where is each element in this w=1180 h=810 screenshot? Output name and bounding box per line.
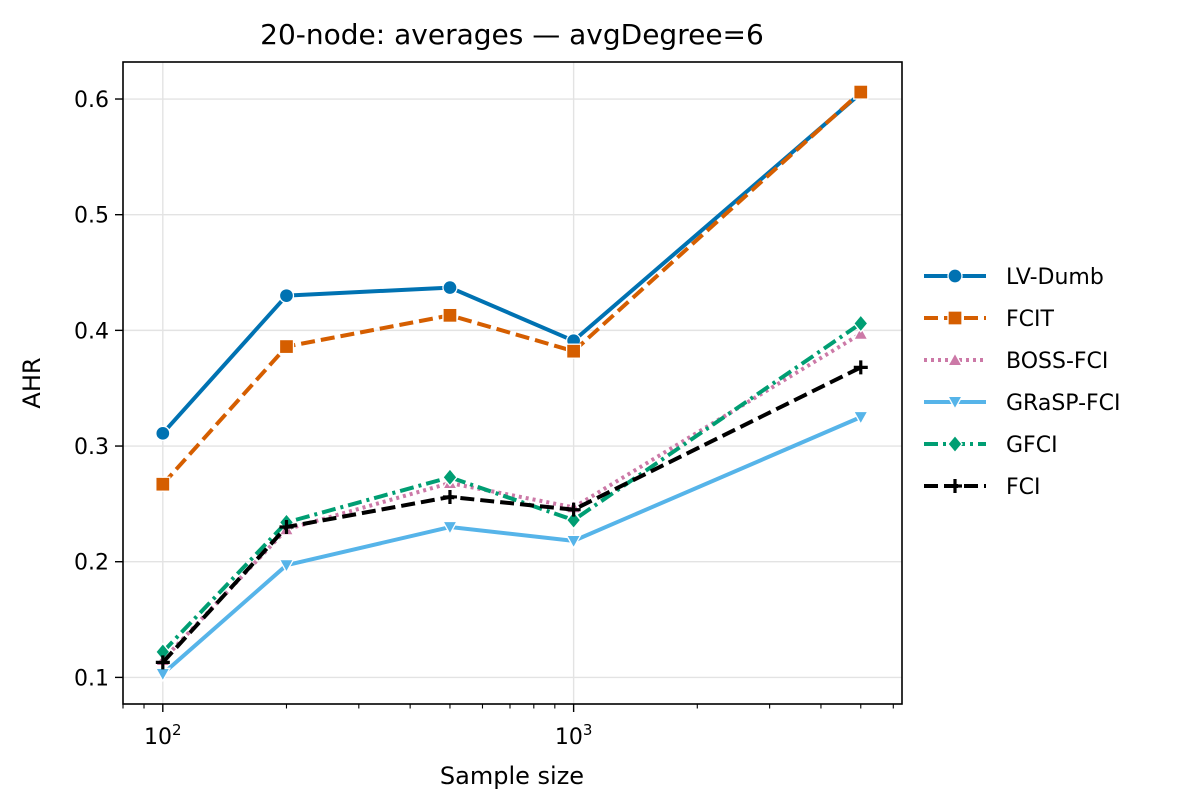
data-point — [853, 360, 868, 375]
data-point — [278, 288, 295, 304]
legend-label: FCI — [1006, 475, 1041, 500]
data-point — [155, 476, 171, 492]
y-tick-label: 0.2 — [74, 551, 109, 576]
data-point — [278, 338, 295, 355]
series-fcit — [155, 84, 869, 492]
plot-frame — [122, 61, 903, 705]
legend-label: FCIT — [1006, 307, 1055, 332]
x-axis-label: Sample size — [440, 762, 584, 790]
series-fci — [155, 360, 868, 670]
data-point — [565, 534, 582, 550]
legend-item: BOSS-FCI — [924, 349, 1108, 374]
chart-title: 20-node: averages — avgDegree=6 — [260, 18, 764, 51]
legend-label: LV-Dumb — [1006, 265, 1104, 290]
data-point — [565, 343, 582, 359]
data-point — [852, 325, 869, 341]
data-point — [442, 467, 458, 487]
legend-item: LV-Dumb — [924, 265, 1104, 290]
data-point — [155, 425, 171, 441]
data-point — [442, 307, 458, 323]
data-point — [442, 489, 457, 504]
series-gfci — [154, 314, 869, 662]
data-point — [441, 520, 459, 536]
data-point — [852, 314, 869, 333]
data-point — [853, 84, 869, 100]
data-point — [442, 279, 458, 296]
y-tick-label: 0.3 — [74, 435, 109, 460]
series-line — [161, 321, 862, 654]
y-tick-label: 0.4 — [74, 319, 109, 344]
data-point — [946, 395, 964, 411]
series-line — [161, 91, 863, 435]
series-lv-dumb — [155, 85, 869, 441]
y-tick-label: 0.1 — [74, 666, 109, 691]
series-line — [161, 365, 862, 664]
data-point — [155, 655, 170, 670]
x-tick-label: 103 — [555, 721, 593, 750]
axes: 0.1 0.2 0.3 0.4 0.5 0.6 102 103 — [74, 88, 894, 750]
series-line — [161, 415, 862, 676]
series-line — [161, 90, 863, 486]
data-point — [946, 351, 964, 367]
legend: LV-Dumb FCIT BOSS-FCI GRaSP-FCI GFCI FCI — [924, 265, 1121, 500]
series-boss-fci — [154, 325, 869, 667]
data-point — [947, 434, 963, 454]
data-point — [279, 520, 294, 535]
data-point — [947, 268, 963, 284]
data-point — [947, 310, 963, 326]
data-point — [278, 558, 295, 574]
y-tick-label: 0.5 — [74, 204, 109, 229]
series-layer — [154, 84, 869, 683]
legend-label: GFCI — [1006, 433, 1058, 458]
y-tick-label: 0.6 — [74, 88, 109, 113]
legend-label: BOSS-FCI — [1006, 349, 1108, 374]
legend-item: FCI — [924, 475, 1041, 500]
legend-item: GFCI — [924, 433, 1058, 458]
data-point — [852, 410, 869, 426]
legend-item: GRaSP-FCI — [924, 391, 1121, 416]
y-axis-label: AHR — [18, 357, 46, 408]
data-point — [154, 667, 171, 683]
x-tick-label: 102 — [144, 721, 182, 750]
data-point — [565, 510, 582, 530]
legend-item: FCIT — [924, 307, 1055, 332]
data-point — [948, 479, 962, 493]
series-grasp-fci — [154, 410, 869, 683]
data-point — [566, 502, 581, 517]
legend-label: GRaSP-FCI — [1006, 391, 1121, 416]
